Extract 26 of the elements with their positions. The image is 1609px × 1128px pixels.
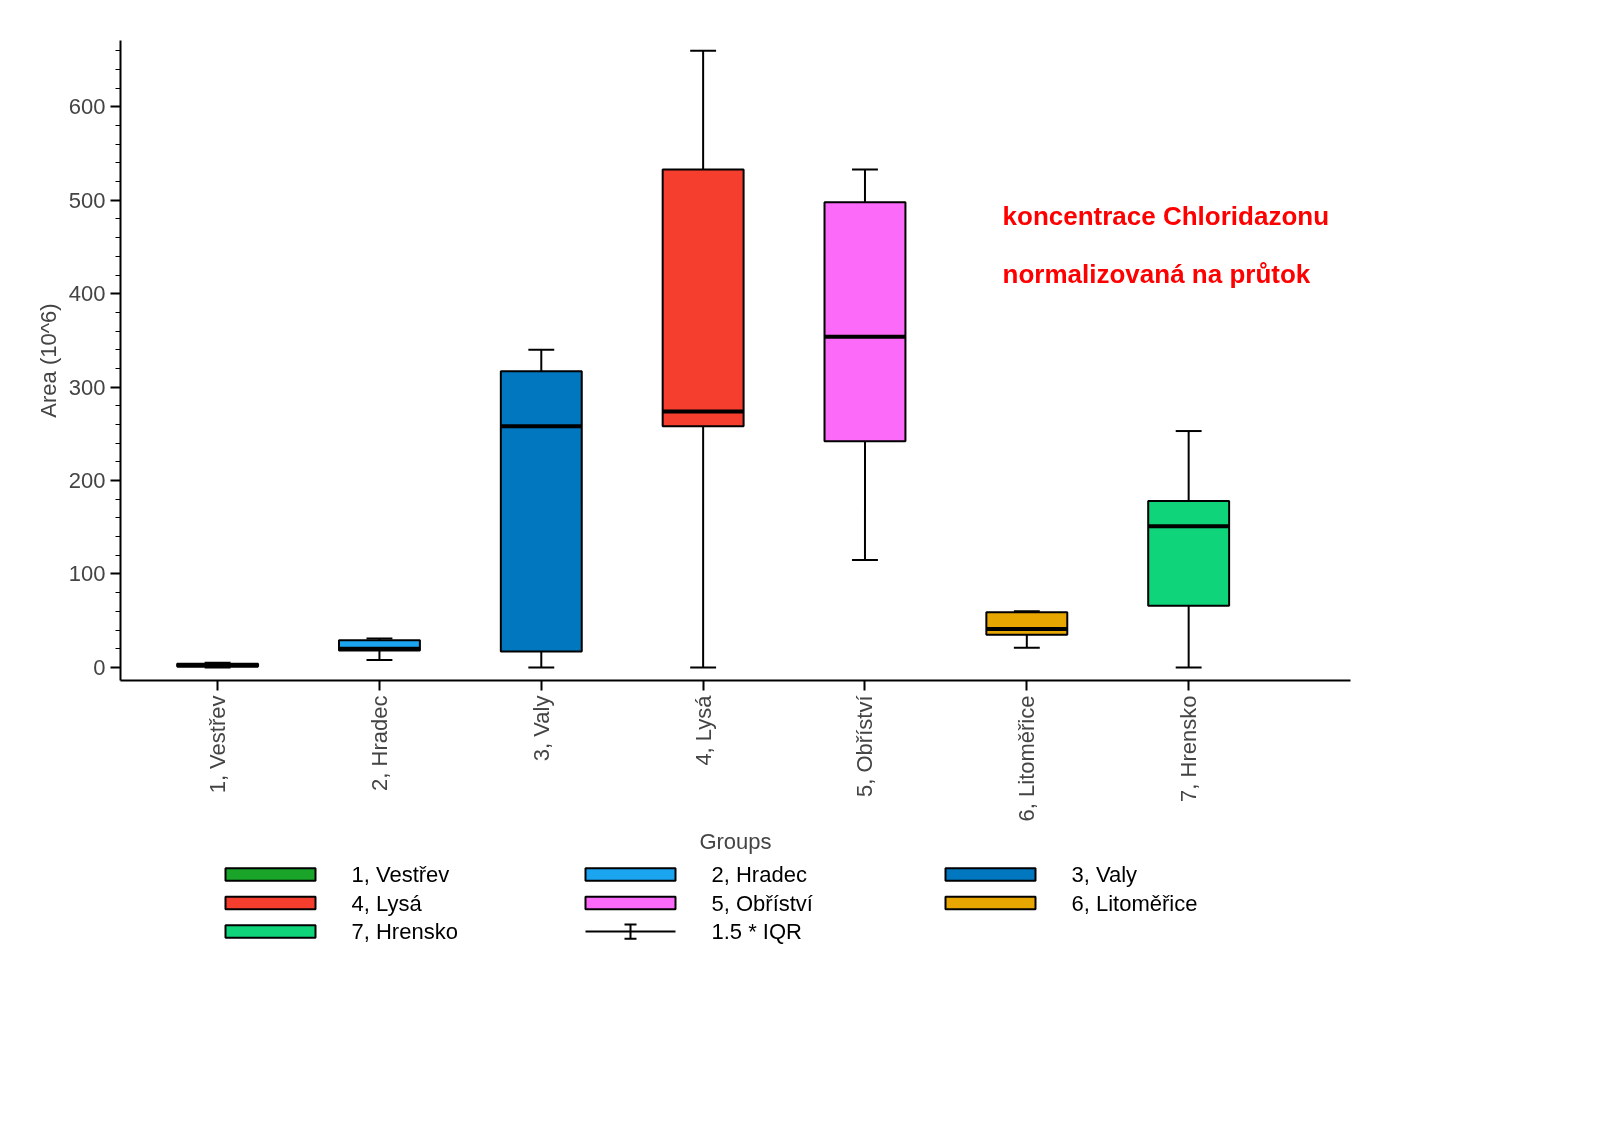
legend-label: 6, Litoměřice <box>1071 890 1198 916</box>
x-tick-label: 7, Hrensko <box>1176 695 1202 802</box>
legend-label: 1, Vestřev <box>351 862 450 888</box>
y-axis-title: Area (10^6) <box>35 303 61 418</box>
text: 1.5 * IQR <box>711 919 802 945</box>
y-tick-label: 100 <box>68 561 106 587</box>
legend-label: 4, Lysá <box>351 890 423 916</box>
x-tick-label: 1, Vestřev <box>205 695 231 794</box>
y-tick-label: 500 <box>68 187 106 213</box>
annotation: normalizovaná na průtok <box>1002 259 1311 290</box>
x-tick-label: 2, Hradec <box>366 695 392 791</box>
legend-label: 3, Valy <box>1071 862 1138 888</box>
legend-label: 5, Obříství <box>711 890 813 916</box>
y-tick-label: 600 <box>68 94 106 120</box>
y-tick-label: 200 <box>68 468 106 494</box>
x-tick-label: 3, Valy <box>528 695 554 762</box>
annotation: koncentrace Chloridazonu <box>1002 201 1330 232</box>
x-tick-label: 5, Obříství <box>852 695 878 797</box>
x-tick-label: 6, Litoměřice <box>1014 695 1040 822</box>
legend-label: 7, Hrensko <box>351 919 458 945</box>
legend-label: 2, Hradec <box>711 862 807 888</box>
y-tick-label: 300 <box>68 374 106 400</box>
x-axis-title: Groups <box>699 829 772 855</box>
y-tick-label: 400 <box>68 281 106 307</box>
y-tick-label: 0 <box>93 654 106 680</box>
x-tick-label: 4, Lysá <box>690 694 716 766</box>
